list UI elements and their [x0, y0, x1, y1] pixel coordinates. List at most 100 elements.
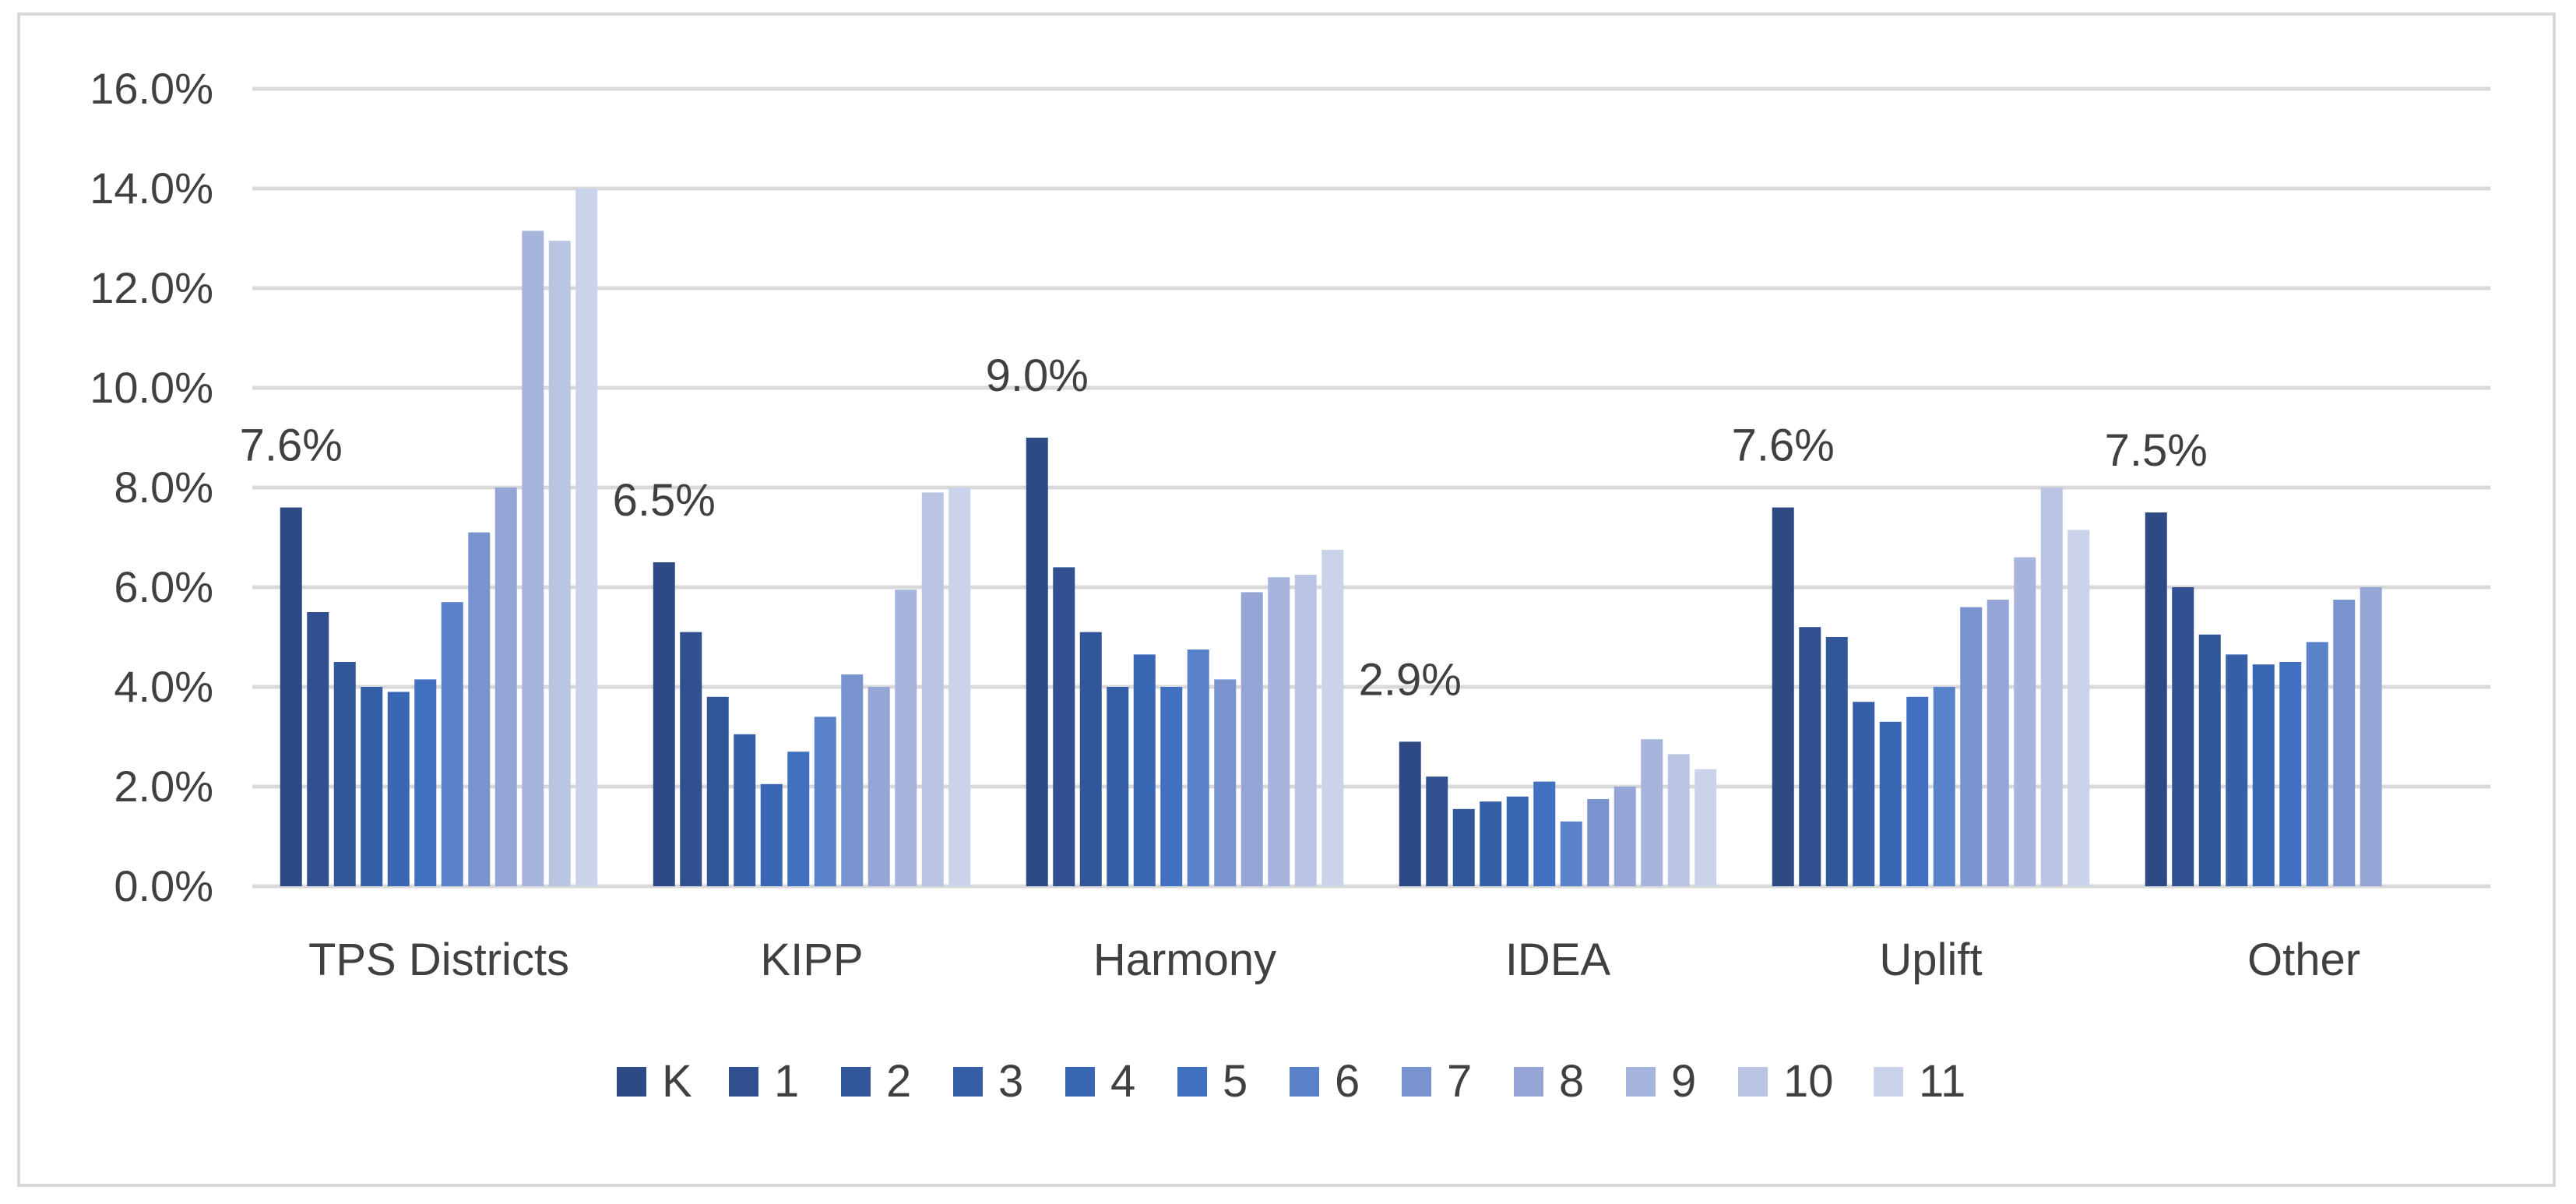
bar-chart: 0.0% 2.0% 4.0% 6.0% 8.0% 10.0% 12.0% 14.0% 16.0%…	[90, 64, 2490, 1107]
y-tick-label: 12.0%	[90, 263, 213, 312]
bar-tps-districts-grade-11	[575, 188, 598, 886]
bar-tps-districts-grade-7	[468, 532, 491, 886]
bar-idea-grade-2	[1452, 808, 1475, 886]
bar-tps-districts-grade-8	[494, 488, 517, 886]
legend-swatch	[1065, 1067, 1095, 1097]
bar-other-grade-5	[2279, 662, 2302, 886]
legend-swatch	[1402, 1067, 1431, 1097]
bar-harmony-grade-6	[1187, 650, 1209, 886]
bar-idea-grade-7	[1587, 799, 1610, 886]
bar-uplift-grade-8	[1987, 600, 2009, 886]
bar-harmony-grade-9	[1268, 577, 1290, 886]
data-labels: 7.6% 6.5% 9.0% 2.9% 7.6% 7.5%	[240, 350, 2208, 705]
legend-label: 5	[1223, 1056, 1248, 1107]
data-label: 7.6%	[240, 421, 343, 471]
legend-label: 2	[886, 1056, 911, 1107]
legend-swatch	[1514, 1067, 1543, 1097]
bar-kipp-grade-6	[814, 716, 836, 886]
legend-label: 8	[1559, 1056, 1584, 1107]
legend-label: 1	[774, 1056, 799, 1107]
bar-kipp-grade-5	[787, 752, 810, 886]
legend-label: 11	[1919, 1056, 1965, 1107]
legend-swatch	[617, 1067, 646, 1097]
bar-harmony-grade-11	[1321, 550, 1344, 886]
legend-swatch	[1738, 1067, 1768, 1097]
bar-tps-districts-grade-5	[414, 679, 437, 886]
x-category-label: Harmony	[1093, 935, 1276, 985]
bar-uplift-grade-2	[1825, 637, 1848, 886]
bar-idea-grade-9	[1641, 739, 1663, 886]
bar-uplift-grade-4	[1879, 721, 1902, 886]
bar-kipp-grade-10	[921, 492, 944, 886]
legend-swatch	[729, 1067, 758, 1097]
legend-swatch	[953, 1067, 983, 1097]
bar-kipp-grade-7	[841, 674, 864, 886]
bar-idea-grade-6	[1560, 821, 1582, 886]
data-label: 9.0%	[986, 350, 1089, 401]
data-label: 2.9%	[1359, 654, 1462, 705]
legend-swatch	[841, 1067, 871, 1097]
bar-kipp-grade-4	[760, 783, 783, 886]
bar-kipp-grade-k	[653, 562, 675, 886]
legend-label: 3	[998, 1056, 1023, 1107]
legend-label: 10	[1783, 1056, 1834, 1107]
bar-idea-grade-5	[1533, 781, 1556, 886]
bar-tps-districts-grade-10	[548, 241, 571, 886]
y-tick-label: 14.0%	[90, 164, 213, 213]
bar-other-grade-8	[2360, 587, 2382, 886]
legend-label: K	[662, 1056, 692, 1107]
legend-label: 9	[1671, 1056, 1696, 1107]
y-axis-tick-labels: 0.0% 2.0% 4.0% 6.0% 8.0% 10.0% 12.0% 14.0% 16.0%	[90, 64, 213, 910]
bar-uplift-grade-5	[1906, 696, 1929, 886]
legend-swatch	[1626, 1067, 1656, 1097]
bar-idea-grade-4	[1506, 796, 1529, 886]
bar-kipp-grade-2	[706, 696, 729, 886]
y-tick-label: 6.0%	[114, 562, 213, 611]
bar-other-grade-3	[2226, 654, 2248, 886]
bar-kipp-grade-11	[948, 488, 971, 886]
bar-uplift-grade-3	[1853, 702, 1875, 886]
bar-harmony-grade-3	[1107, 687, 1129, 886]
data-label: 7.6%	[1732, 421, 1835, 471]
legend-swatch	[1177, 1067, 1207, 1097]
bar-tps-districts-grade-3	[361, 687, 383, 886]
y-tick-label: 2.0%	[114, 762, 213, 811]
x-category-label: KIPP	[760, 935, 863, 985]
y-tick-label: 4.0%	[114, 662, 213, 711]
bar-harmony-grade-8	[1240, 592, 1263, 886]
x-category-label: TPS Districts	[308, 935, 569, 985]
x-category-label: Other	[2247, 935, 2360, 985]
bar-kipp-grade-8	[867, 687, 890, 886]
bar-harmony-grade-10	[1294, 575, 1317, 886]
legend-label: 4	[1110, 1056, 1135, 1107]
y-tick-label: 16.0%	[90, 64, 213, 113]
gridlines	[252, 86, 2490, 889]
y-tick-label: 10.0%	[90, 363, 213, 412]
bar-other-grade-2	[2198, 634, 2221, 886]
bar-harmony-grade-2	[1079, 632, 1102, 886]
legend-label: 6	[1335, 1056, 1360, 1107]
legend-swatch	[1290, 1067, 1319, 1097]
bar-kipp-grade-1	[680, 632, 702, 886]
bar-uplift-grade-6	[1933, 687, 1955, 886]
chart-frame: 0.0% 2.0% 4.0% 6.0% 8.0% 10.0% 12.0% 14.0% 16.0%…	[17, 12, 2556, 1187]
y-tick-label: 0.0%	[114, 861, 213, 910]
bars	[280, 188, 2382, 886]
bar-kipp-grade-3	[734, 734, 756, 886]
x-axis-category-labels: TPS Districts KIPP Harmony IDEA Uplift Other	[308, 935, 2360, 985]
bar-idea-grade-3	[1480, 801, 1502, 886]
bar-uplift-grade-9	[2014, 557, 2036, 886]
data-label: 6.5%	[613, 475, 716, 526]
bar-harmony-grade-4	[1133, 654, 1156, 886]
bar-uplift-grade-7	[1960, 607, 1983, 886]
legend-swatch	[1874, 1067, 1903, 1097]
bar-other-grade-1	[2172, 587, 2194, 886]
bar-harmony-grade-7	[1214, 679, 1237, 886]
bar-uplift-grade-1	[1799, 627, 1821, 886]
data-label: 7.5%	[2105, 425, 2208, 476]
bar-other-grade-6	[2306, 642, 2328, 886]
bar-harmony-grade-1	[1053, 567, 1075, 886]
bar-tps-districts-grade-6	[441, 602, 463, 886]
bar-harmony-grade-k	[1026, 438, 1048, 886]
bar-tps-districts-grade-9	[522, 231, 544, 886]
